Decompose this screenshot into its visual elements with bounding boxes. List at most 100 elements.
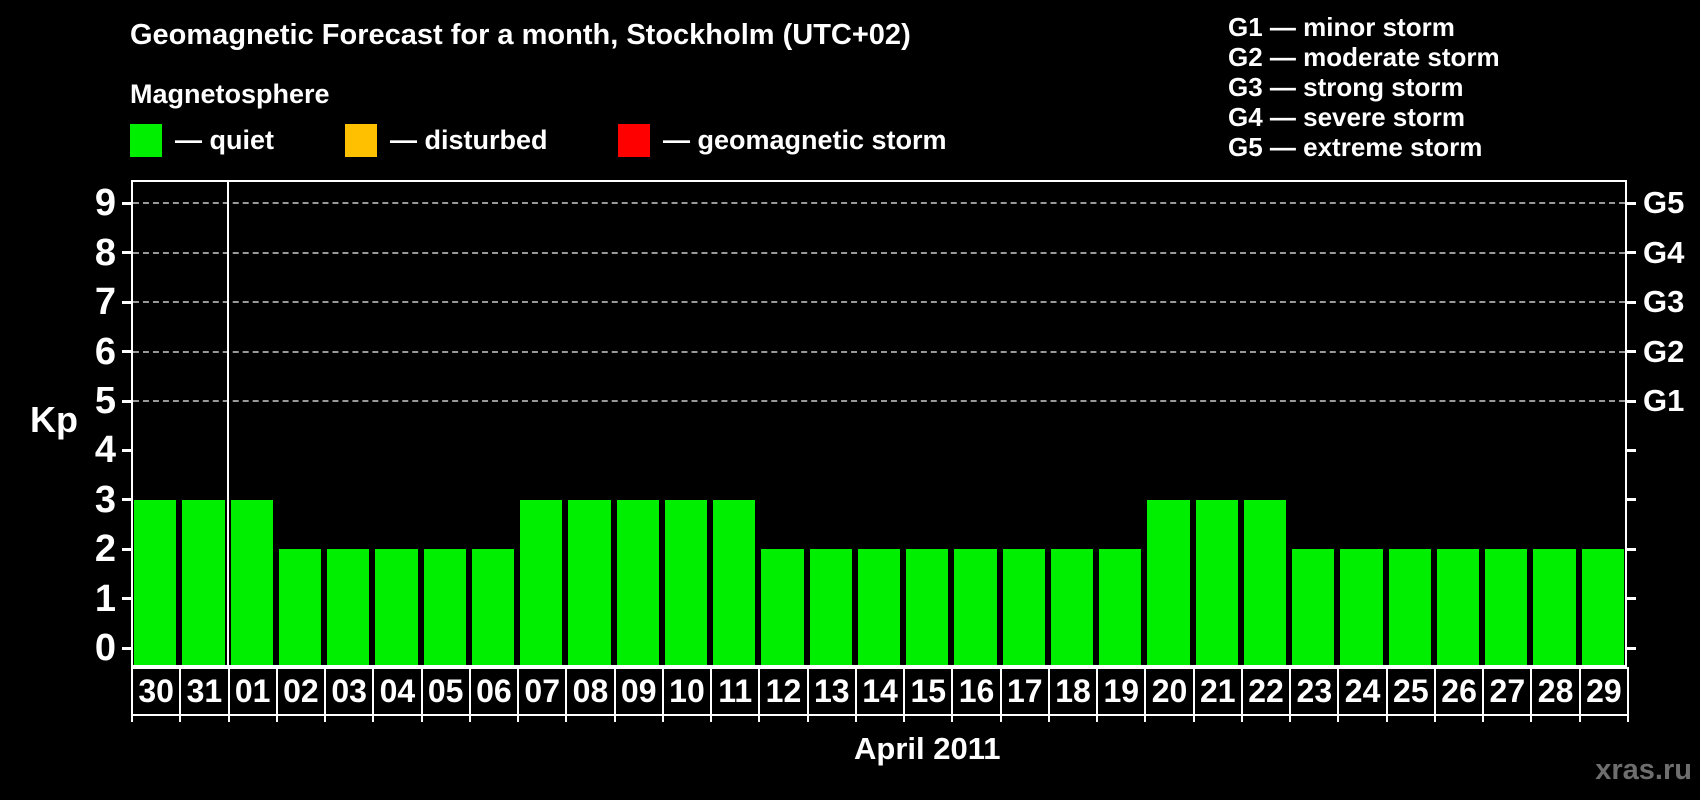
day-boundary-tick-16 [903, 716, 906, 722]
g-level-label-G2: G2 [1643, 333, 1685, 369]
day-label-cell-20: 20 [1144, 667, 1195, 716]
day-boundary-tick-5 [372, 716, 375, 722]
day-label-cell-24: 24 [1337, 667, 1388, 716]
right-tick-1 [1627, 597, 1636, 601]
day-label-cell-13: 13 [806, 667, 857, 716]
kp-bar-day-20 [1147, 499, 1190, 665]
y-tick-3 [122, 498, 131, 502]
day-label-cell-29: 29 [1578, 667, 1629, 716]
kp-bar-day-31 [182, 499, 225, 665]
kp-bar-day-12 [761, 549, 804, 665]
y-axis-title: Kp [30, 399, 78, 440]
kp-bar-day-17 [1002, 549, 1045, 665]
right-tick-2 [1627, 547, 1636, 551]
day-label-cell-26: 26 [1433, 667, 1485, 716]
y-tick-label-6: 6 [94, 330, 116, 373]
plot-area [131, 180, 1627, 667]
kp-bar-day-24 [1340, 549, 1383, 665]
kp-bar-day-14 [857, 549, 901, 665]
day-boundary-tick-1 [179, 716, 182, 722]
y-tick-9 [122, 201, 131, 205]
right-tick-5 [1627, 399, 1636, 403]
y-tick-label-5: 5 [94, 380, 116, 422]
kp-bar-day-19 [1099, 549, 1142, 665]
g-legend-line-3: G3 — strong storm [1228, 72, 1464, 102]
watermark: xras.ru [1595, 754, 1692, 786]
g-level-label-G1: G1 [1643, 383, 1685, 418]
kp-bar-day-21 [1195, 499, 1238, 665]
y-tick-label-1: 1 [94, 577, 116, 620]
y-tick-7 [122, 300, 131, 304]
gridline-kp6 [133, 350, 1625, 353]
day-boundary-tick-27 [1433, 716, 1436, 722]
day-label-cell-10: 10 [661, 667, 713, 716]
day-boundary-tick-29 [1530, 716, 1533, 722]
day-label-cell-14: 14 [854, 667, 906, 716]
day-boundary-tick-3 [275, 716, 278, 722]
day-boundary-tick-6 [420, 716, 423, 722]
kp-bar-day-18 [1050, 549, 1094, 665]
g-legend-line-4: G4 — severe storm [1228, 102, 1466, 132]
y-tick-8 [122, 251, 131, 255]
day-boundary-tick-22 [1192, 716, 1195, 722]
kp-bar-day-06 [471, 549, 515, 665]
kp-bar-day-08 [568, 499, 611, 665]
right-tick-7 [1627, 300, 1636, 304]
x-axis-month-label: April 2011 [854, 731, 1001, 766]
day-label-cell-15: 15 [903, 667, 954, 716]
day-label-cell-22: 22 [1240, 667, 1292, 716]
day-label-cell-07: 07 [517, 667, 568, 716]
kp-bar-day-28 [1533, 549, 1576, 665]
legend-item-geomagnetic-storm: — geomagnetic storm [618, 123, 947, 157]
day-boundary-tick-15 [854, 716, 857, 722]
day-label-cell-28: 28 [1530, 667, 1581, 716]
kp-bar-day-10 [664, 499, 708, 665]
kp-bar-day-15 [906, 549, 949, 665]
gridline-kp5 [133, 400, 1625, 402]
day-boundary-tick-20 [1096, 716, 1099, 722]
kp-bar-day-30 [134, 499, 177, 665]
right-tick-3 [1627, 498, 1636, 502]
day-boundary-tick-28 [1482, 716, 1485, 722]
day-boundary-tick-18 [999, 716, 1002, 722]
kp-bar-day-09 [616, 499, 659, 665]
right-tick-4 [1627, 448, 1636, 452]
day-boundary-tick-0 [131, 716, 133, 722]
kp-bar-day-23 [1292, 549, 1335, 665]
legend-swatch-quiet [130, 123, 162, 157]
kp-bar-day-26 [1436, 549, 1480, 665]
day-boundary-tick-11 [661, 716, 664, 722]
day-label-cell-09: 09 [613, 667, 664, 716]
day-boundary-tick-4 [324, 716, 327, 722]
day-label-cell-31: 31 [179, 667, 230, 716]
y-tick-label-2: 2 [94, 528, 116, 571]
y-tick-1 [122, 597, 131, 601]
magnetosphere-label: Magnetosphere [130, 79, 330, 109]
day-boundary-tick-26 [1385, 716, 1388, 722]
day-boundary-tick-19 [1047, 716, 1050, 722]
kp-bar-day-05 [423, 549, 466, 665]
right-tick-6 [1627, 350, 1636, 354]
day-boundary-tick-14 [806, 716, 809, 722]
legend-label-disturbed: — disturbed [390, 124, 548, 155]
g-level-label-G5: G5 [1643, 185, 1685, 221]
y-tick-0 [122, 646, 131, 650]
day-label-cell-25: 25 [1385, 667, 1436, 716]
day-label-cell-27: 27 [1482, 667, 1533, 716]
kp-bar-day-03 [327, 549, 370, 665]
kp-bar-day-01 [230, 499, 273, 665]
day-boundary-tick-24 [1289, 716, 1292, 722]
kp-bar-day-04 [375, 549, 418, 665]
day-boundary-tick-2 [227, 716, 230, 722]
right-tick-9 [1627, 201, 1636, 205]
day-boundary-tick-23 [1240, 716, 1243, 722]
kp-bar-day-13 [809, 549, 852, 665]
g-legend-line-1: G1 — minor storm [1228, 12, 1455, 42]
day-boundary-tick-10 [613, 716, 616, 722]
g-legend-line-2: G2 — moderate storm [1228, 42, 1500, 72]
legend-item-quiet: — quiet [130, 123, 274, 157]
y-tick-5 [122, 399, 131, 403]
y-tick-label-7: 7 [94, 281, 116, 324]
day-boundary-tick-7 [468, 716, 471, 722]
